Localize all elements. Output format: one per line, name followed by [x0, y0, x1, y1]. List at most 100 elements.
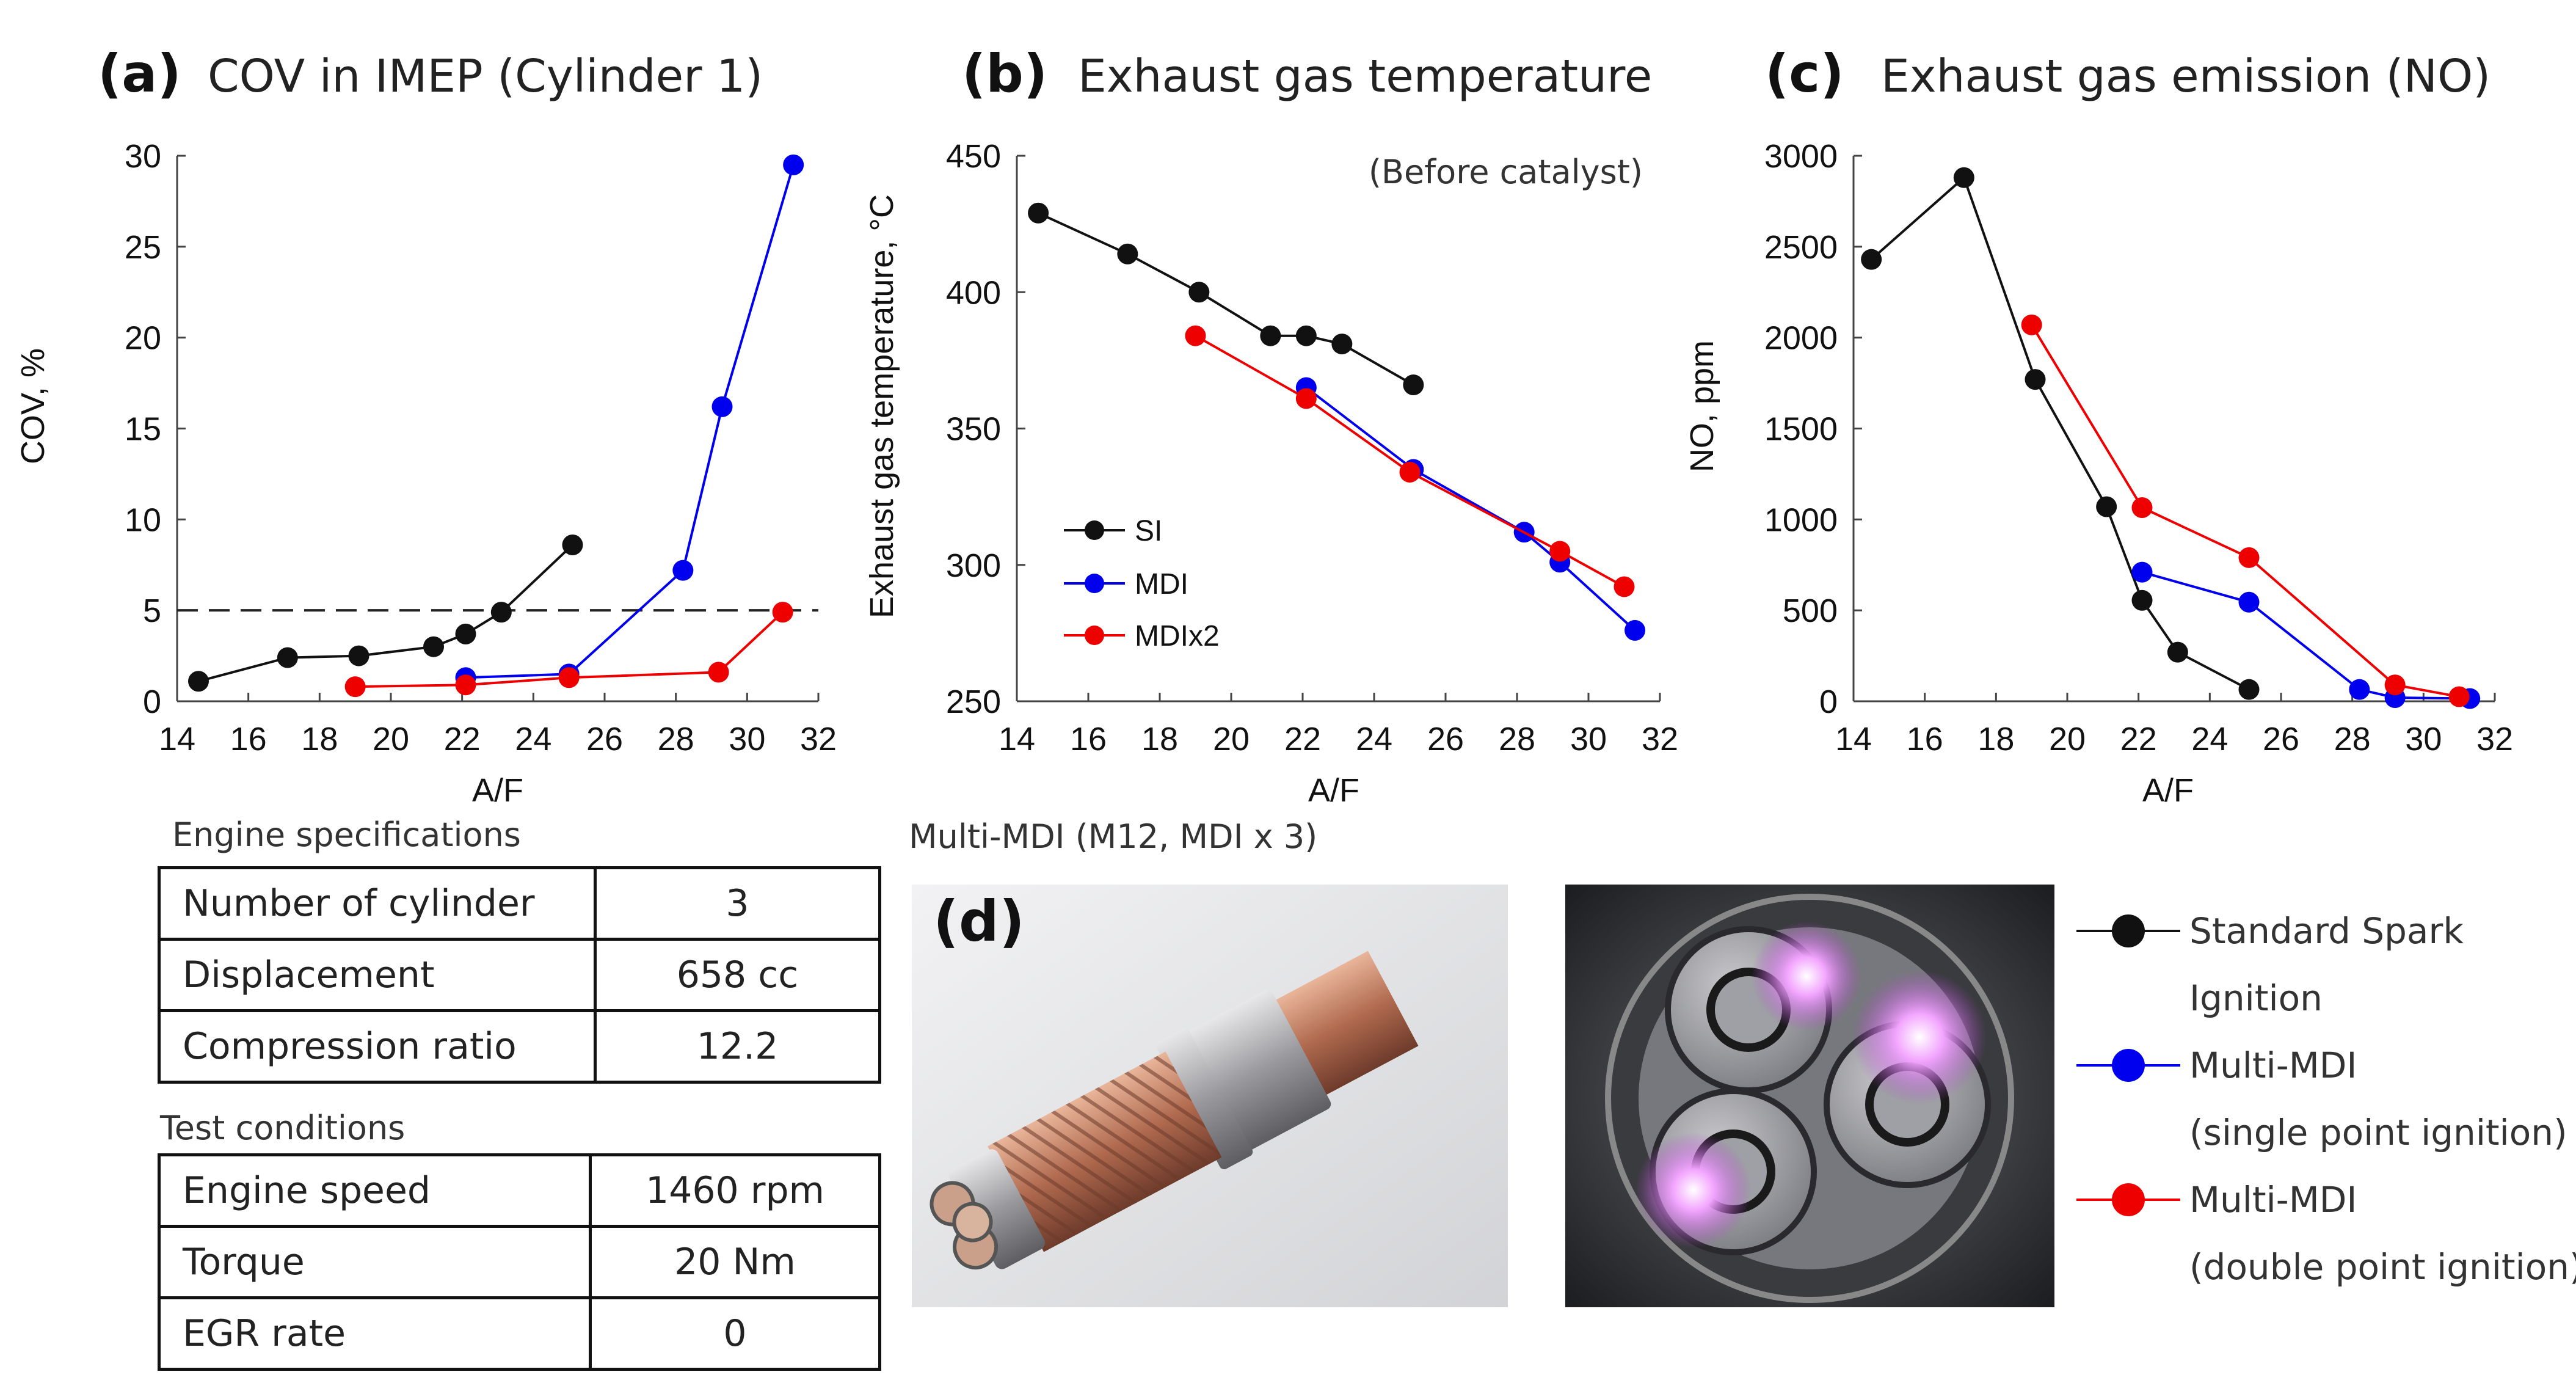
x-tick-label: 22 [444, 721, 481, 757]
x-tick-label: 16 [1070, 721, 1107, 757]
data-point-si [2238, 679, 2260, 700]
data-point-mdix2 [2448, 686, 2470, 707]
data-point-si [455, 623, 476, 644]
data-point-mdix2 [1295, 388, 1317, 409]
legend-mdix2-dot [1085, 626, 1104, 645]
y-tick-label: 0 [143, 684, 161, 720]
data-point-si [1295, 325, 1317, 346]
y-tick-label: 1500 [1764, 411, 1838, 448]
data-point-mdix2 [1185, 325, 1206, 346]
condition-label: Engine speed [158, 1153, 592, 1228]
data-point-mdix2 [455, 674, 476, 696]
x-tick-label: 24 [515, 721, 551, 757]
photo-caption: Multi-MDI (M12, MDI x 3) [909, 817, 1318, 856]
legend-dot-icon [2112, 914, 2145, 947]
legend-mdi-dot [1085, 574, 1104, 593]
x-tick-label: 20 [373, 721, 409, 757]
main-legend: Standard Spark Ignition Multi-MDI (singl… [2076, 880, 2576, 1301]
data-point-mdix2 [2021, 314, 2042, 335]
data-point-mdix2 [2131, 497, 2153, 518]
data-point-si [423, 636, 444, 657]
series-line-si [1038, 211, 1414, 386]
x-tick-label: 26 [2263, 721, 2299, 757]
y-tick-label: 2000 [1764, 320, 1838, 357]
x-tick-label: 18 [1977, 721, 2014, 757]
x-tick-label: 32 [2476, 721, 2513, 757]
data-point-si [1188, 282, 1210, 303]
data-point-si [490, 602, 512, 623]
data-point-si [562, 535, 583, 556]
panel-b-xlabel: A/F [1308, 772, 1359, 809]
data-point-si [348, 645, 369, 666]
y-tick-label: 300 [946, 547, 1001, 584]
data-point-si [1331, 334, 1353, 355]
spec-value: 12.2 [594, 1009, 881, 1084]
spec-label: Displacement [158, 938, 597, 1012]
condition-value: 0 [589, 1296, 881, 1371]
series-line-mdi [2141, 571, 2470, 700]
x-tick-label: 22 [2120, 721, 2157, 757]
y-tick-label: 250 [946, 684, 1001, 720]
x-tick-label: 32 [1642, 721, 1678, 757]
x-tick-label: 22 [1284, 721, 1321, 757]
x-tick-label: 24 [2191, 721, 2228, 757]
test-conditions-title: Test conditions [160, 1109, 406, 1147]
spec-label: Number of cylinder [158, 866, 597, 941]
legend-si-line1: Standard Spark [2189, 910, 2464, 952]
x-tick-label: 26 [586, 721, 623, 757]
condition-value: 20 Nm [589, 1225, 881, 1299]
y-tick-label: 2500 [1764, 229, 1838, 266]
y-tick-label: 25 [125, 229, 161, 266]
panel-c-ylabel: NO, ppm [1684, 340, 1720, 472]
y-tick-label: 5 [143, 593, 161, 629]
panel-c-title: Exhaust gas emission (NO) [1881, 50, 2490, 103]
x-tick-label: 26 [1427, 721, 1464, 757]
x-tick-label: 18 [1141, 721, 1178, 757]
y-tick-label: 450 [946, 138, 1001, 175]
y-tick-label: 20 [125, 320, 161, 357]
legend-mdi-double-line2: (double point ignition) [2189, 1246, 2576, 1288]
table-row: Engine speed 1460 rpm [158, 1153, 881, 1228]
data-point-si [2167, 641, 2188, 663]
data-point-si [1260, 325, 1281, 346]
legend-si-line2: Ignition [2189, 977, 2323, 1019]
engine-specs-table: Number of cylinder 3 Displacement 658 cc… [158, 866, 881, 1084]
table-row: EGR rate 0 [158, 1296, 881, 1371]
x-tick-label: 20 [1213, 721, 1250, 757]
x-tick-label: 28 [1499, 721, 1535, 757]
x-tick-label: 14 [159, 721, 195, 757]
data-point-si [2025, 369, 2046, 390]
table-row: Number of cylinder 3 [158, 866, 881, 941]
data-point-mdix2 [708, 662, 729, 683]
series-line-si [1870, 175, 2250, 691]
data-point-si [2096, 496, 2117, 517]
data-point-si [1028, 202, 1049, 224]
y-tick-label: 500 [1783, 593, 1838, 629]
panel-b-legend: SI MDI MDIx2 [1064, 515, 1220, 652]
panel-d-letter: (d) [933, 889, 1025, 954]
x-tick-label: 14 [1835, 721, 1872, 757]
legend-dot-icon [2112, 1049, 2145, 1082]
plug-tip-photo [1565, 885, 2054, 1307]
data-point-mdi [2238, 591, 2260, 613]
x-tick-label: 30 [729, 721, 765, 757]
panel-a-title: COV in IMEP (Cylinder 1) [208, 50, 763, 103]
data-point-mdix2 [2238, 547, 2260, 568]
y-tick-label: 10 [125, 502, 161, 538]
spec-value: 658 cc [594, 938, 881, 1012]
legend-mdi-single-line2: (single point ignition) [2189, 1112, 2567, 1153]
data-point-mdix2 [1549, 541, 1571, 562]
x-tick-label: 28 [2334, 721, 2371, 757]
data-point-mdix2 [2384, 674, 2406, 696]
chart-exhaust-temp: 250 300 350 400 450 14 16 18 20 22 24 26 28 30 32 [946, 138, 1678, 757]
data-point-si [1403, 374, 1424, 396]
panel-c-xlabel: A/F [2142, 772, 2194, 809]
data-point-mdi [711, 396, 733, 417]
data-point-mdix2 [558, 667, 580, 688]
x-tick-label: 20 [2049, 721, 2086, 757]
x-tick-label: 18 [301, 721, 338, 757]
condition-value: 1460 rpm [589, 1153, 881, 1228]
x-tick-label: 30 [1570, 721, 1607, 757]
condition-label: EGR rate [158, 1296, 592, 1371]
table-row: Compression ratio 12.2 [158, 1009, 881, 1084]
